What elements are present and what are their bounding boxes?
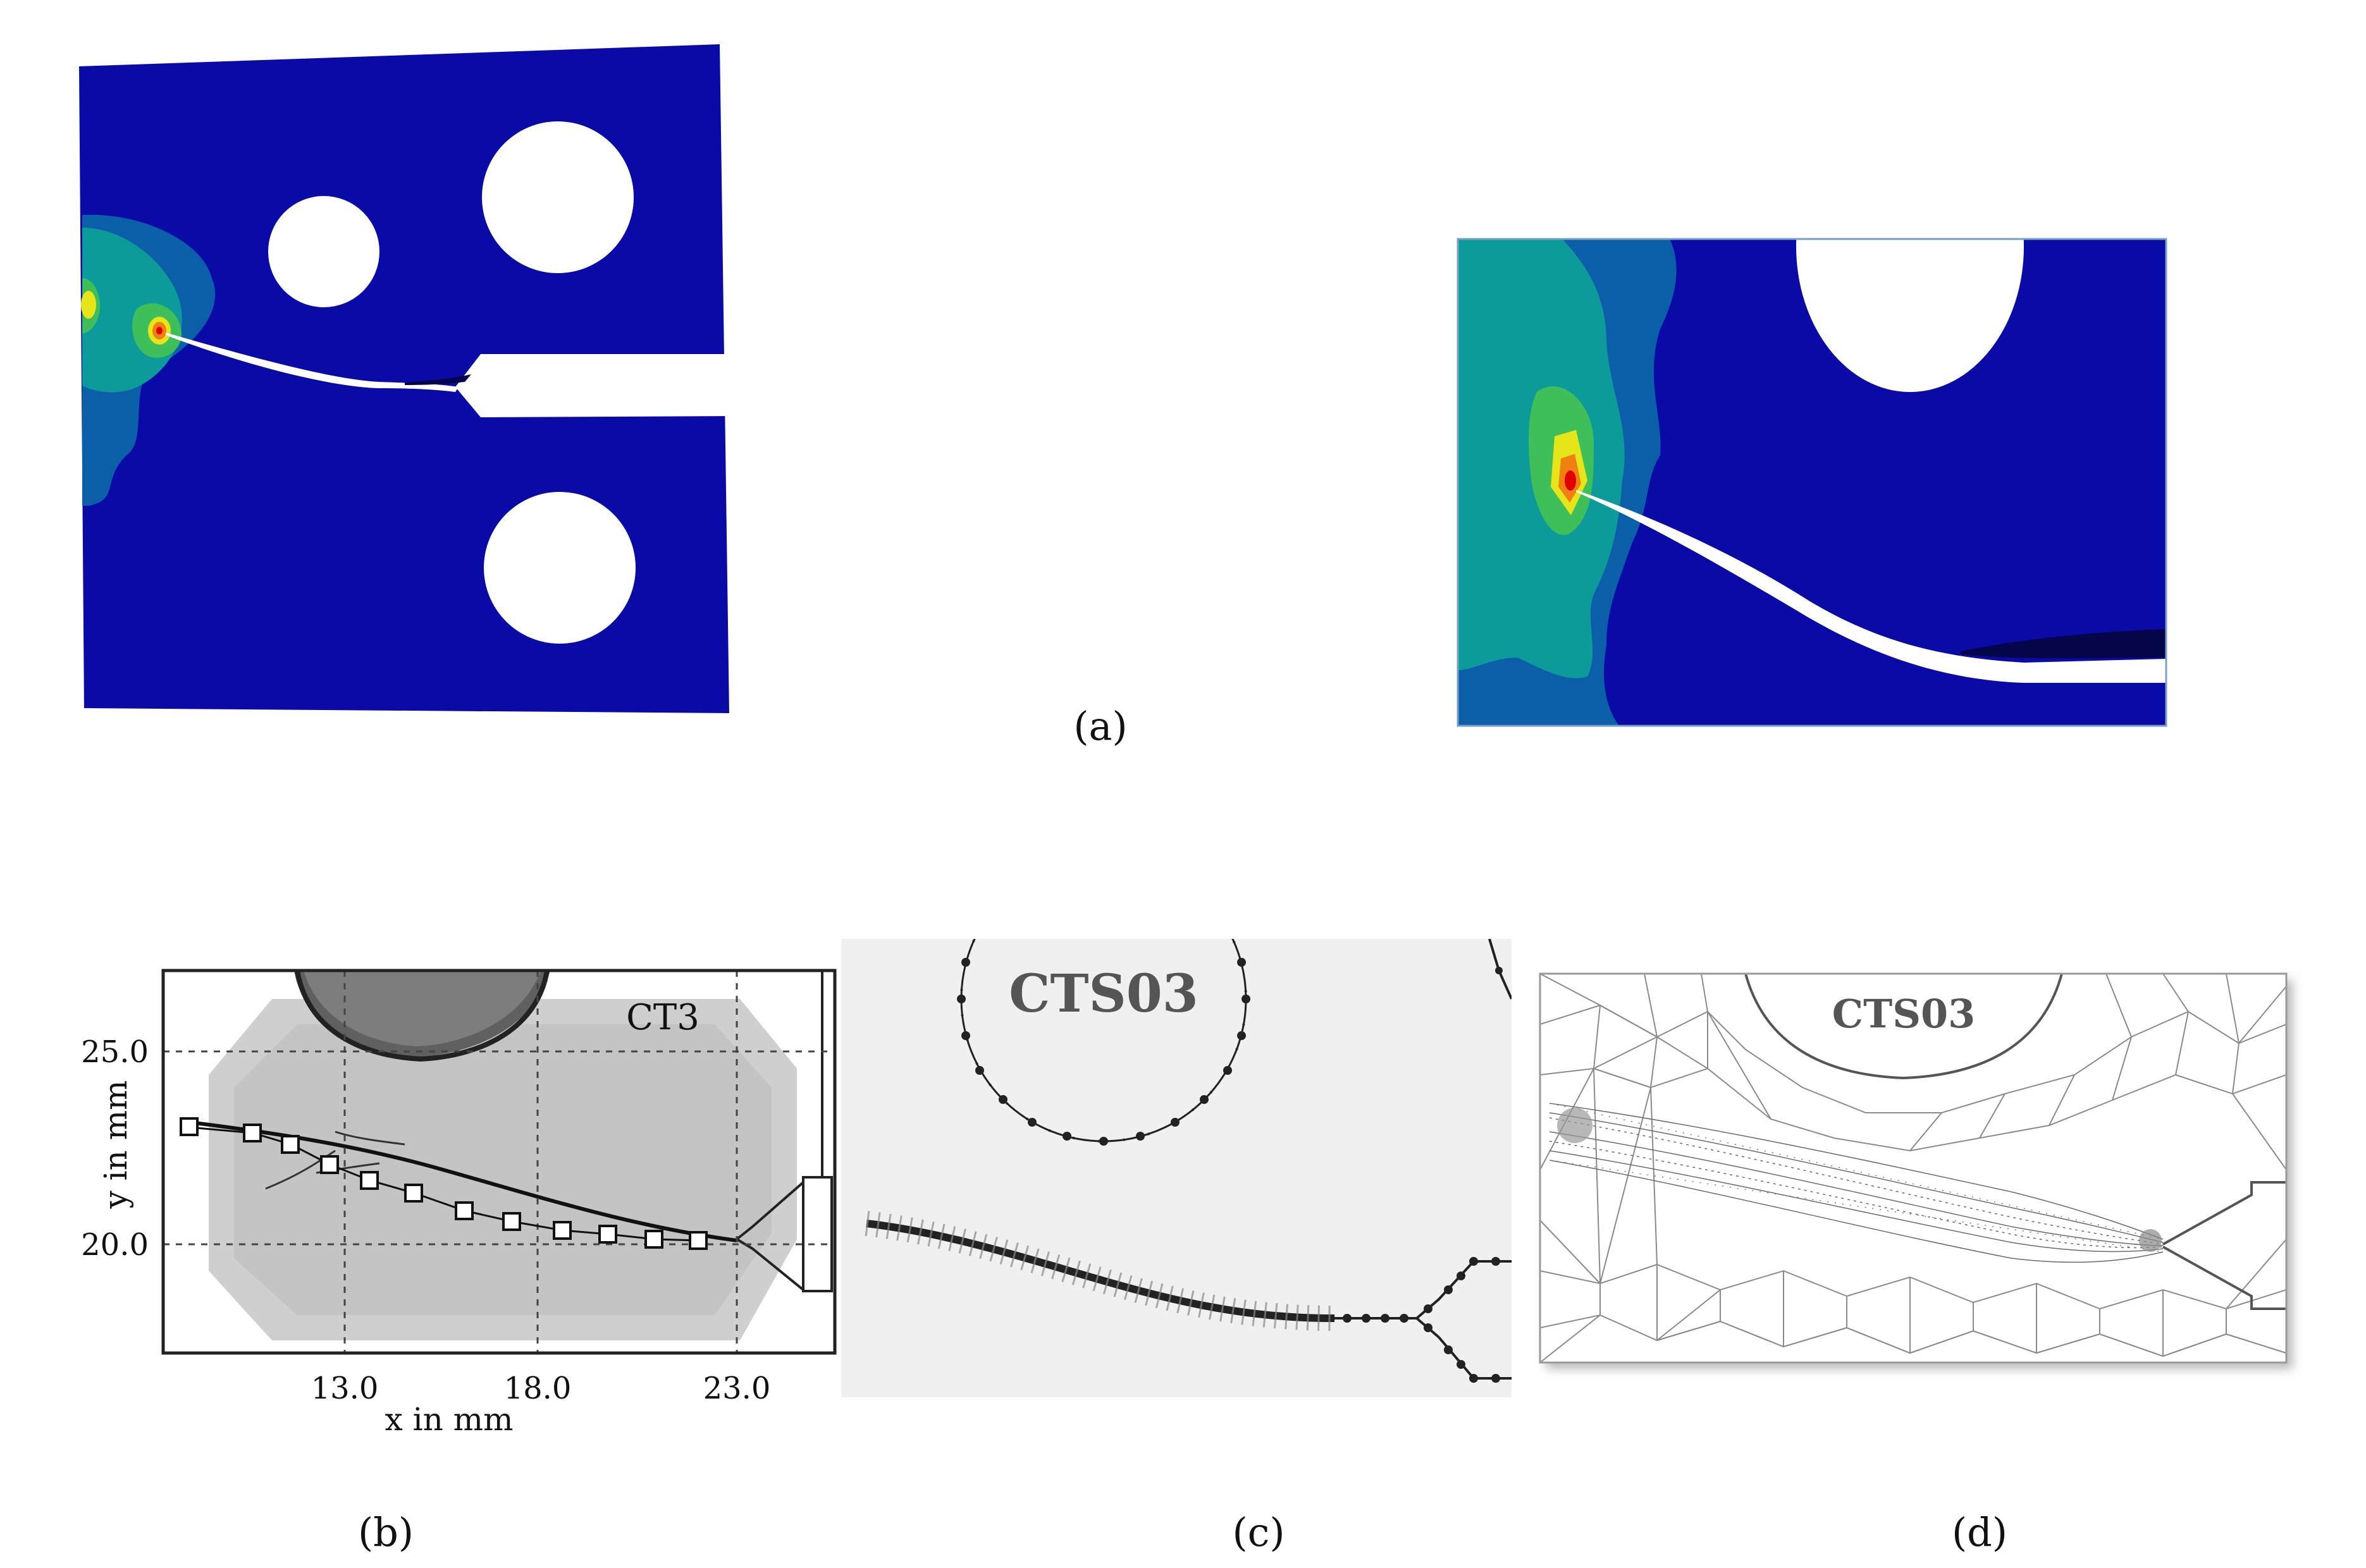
xtick-23: 23.0 <box>703 1371 771 1406</box>
panel-b-label: CT3 <box>626 997 699 1038</box>
pin-hole-lower <box>484 492 636 644</box>
crack-collocation-marks <box>865 1211 1335 1331</box>
zoom-hole <box>1796 239 2024 392</box>
zoom-crack <box>1576 490 2166 683</box>
caption-a: (a) <box>1073 703 1127 749</box>
zoom-frame <box>1457 238 2167 727</box>
xtick-13: 13.0 <box>311 1371 379 1406</box>
panel-c-label: CTS03 <box>1009 964 1198 1024</box>
y-axis-label: y in mm <box>97 1080 134 1209</box>
xtick-18: 18.0 <box>504 1371 572 1406</box>
mesh-tip-right <box>2139 1229 2162 1252</box>
caption-d: (d) <box>1952 1509 2007 1555</box>
crack-shadow <box>405 374 471 385</box>
mesh-tip-left <box>1557 1108 1593 1143</box>
specimen-photo-texture <box>234 1024 772 1315</box>
mesh-hole <box>1744 974 2063 1080</box>
simulation-markers <box>180 1117 708 1250</box>
notch <box>455 354 734 417</box>
panel-c-bem: CTS03 <box>841 939 1512 1397</box>
mesh-notch <box>2162 1181 2286 1310</box>
panel-a-zoom <box>1458 239 2166 726</box>
caption-b: (b) <box>358 1509 414 1555</box>
experimental-crack <box>189 1120 737 1242</box>
zoom-crack-shadow <box>1961 629 2166 659</box>
x-axis-label: x in mm <box>385 1401 513 1438</box>
contour-tip-red <box>156 327 163 334</box>
mesh-frame <box>1540 974 2286 1363</box>
mesh-refined-band <box>1549 1103 2164 1263</box>
pin-hole-upper <box>482 121 634 273</box>
panel-b-plot: CT3 25.0 20.0 13.0 18.0 23.0 x in mm y i… <box>81 969 837 1438</box>
ytick-20: 20.0 <box>81 1227 149 1263</box>
notch-nodes <box>1343 1257 1500 1383</box>
contour-left-yellow <box>81 291 96 319</box>
ytick-25: 25.0 <box>81 1034 149 1070</box>
panel-d-label: CTS03 <box>1832 991 1976 1037</box>
mesh-refined-cross <box>1549 1103 2164 1253</box>
zoom-contour-red <box>1565 470 1576 491</box>
caption-c: (c) <box>1232 1509 1285 1555</box>
panel-a-specimen <box>79 44 736 713</box>
crack <box>166 333 459 392</box>
hole-nodes <box>957 958 1250 1146</box>
panel-d-mesh: CTS03 <box>1539 972 2288 1364</box>
plot-frame <box>161 969 837 1355</box>
pin-hole-small <box>268 196 379 307</box>
